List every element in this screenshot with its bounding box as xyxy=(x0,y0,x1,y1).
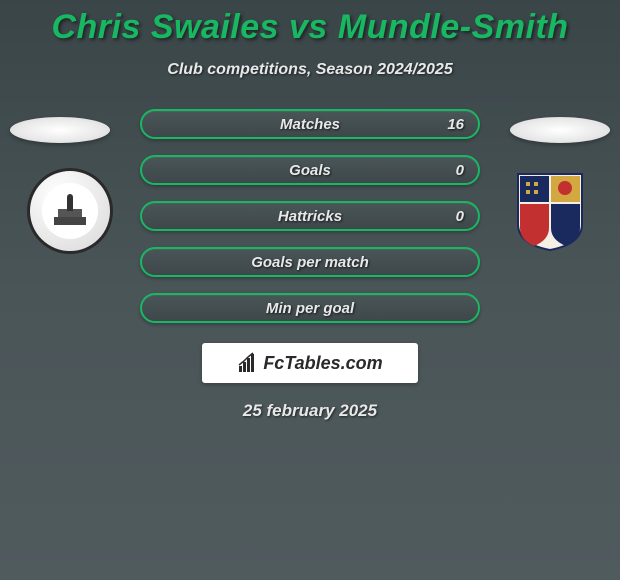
club-badge-right xyxy=(500,167,600,255)
brand-box[interactable]: FcTables.com xyxy=(202,343,418,383)
stat-bars: Matches 16 Goals 0 Hattricks 0 Goals per… xyxy=(140,109,480,323)
player-right-placeholder xyxy=(510,117,610,143)
footer-date: 25 february 2025 xyxy=(0,401,620,421)
stat-bar-min-per-goal: Min per goal xyxy=(140,293,480,323)
page-subtitle: Club competitions, Season 2024/2025 xyxy=(0,61,620,79)
stat-label: Goals per match xyxy=(251,254,369,271)
comparison-content: Matches 16 Goals 0 Hattricks 0 Goals per… xyxy=(0,109,620,421)
stat-label: Matches xyxy=(280,116,340,133)
stat-bar-matches: Matches 16 xyxy=(140,109,480,139)
brand-text: FcTables.com xyxy=(263,353,382,374)
stat-bar-goals-per-match: Goals per match xyxy=(140,247,480,277)
stat-bar-hattricks: Hattricks 0 xyxy=(140,201,480,231)
stat-label: Min per goal xyxy=(266,300,354,317)
stat-label: Goals xyxy=(289,162,331,179)
player-left-placeholder xyxy=(10,117,110,143)
stat-value-right: 0 xyxy=(456,208,464,225)
fctables-logo-icon xyxy=(237,352,259,374)
wealdstone-badge-icon xyxy=(514,170,586,252)
stat-label: Hattricks xyxy=(278,208,342,225)
stat-value-right: 0 xyxy=(456,162,464,179)
stat-value-right: 16 xyxy=(447,116,464,133)
gateshead-badge-icon xyxy=(27,168,113,254)
club-badge-left xyxy=(20,167,120,255)
stat-bar-goals: Goals 0 xyxy=(140,155,480,185)
page-title: Chris Swailes vs Mundle-Smith xyxy=(0,0,620,47)
